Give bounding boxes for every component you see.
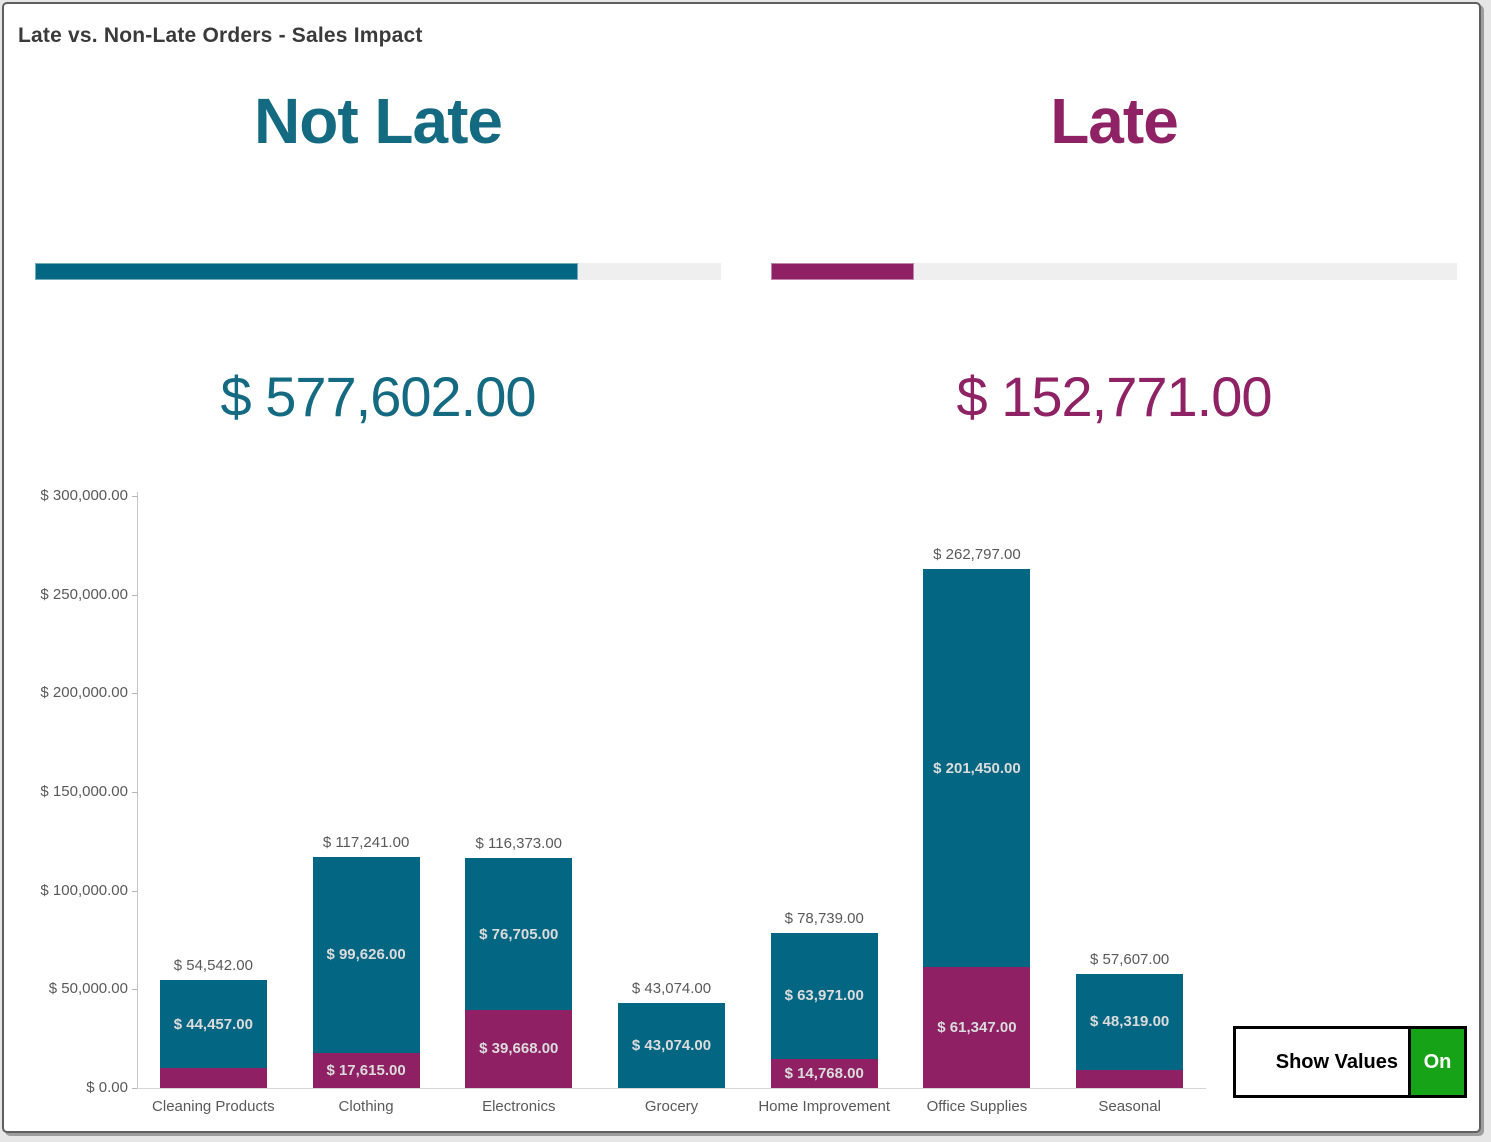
x-axis-category-label: Cleaning Products [152,1098,275,1115]
y-axis-tick-label: $ 50,000.00 [48,980,128,998]
bar-segment-not-late[interactable]: $ 63,971.00 [770,932,878,1059]
y-axis-tick-label: $ 100,000.00 [40,881,128,899]
kpi-section-late: Late $ 152,771.00 [771,64,1457,464]
bar-segment-value-label: $ 14,768.00 [784,1064,864,1082]
y-axis-tick-mark [132,496,137,497]
kpi-value-late: $ 152,771.00 [956,365,1273,428]
y-axis-tick-label: $ 250,000.00 [40,585,128,603]
bar-segment-value-label: $ 39,668.00 [479,1040,559,1058]
y-axis-tick-mark [132,792,137,793]
x-axis-category-label: Office Supplies [926,1098,1028,1115]
y-axis-tick-mark [132,1088,137,1089]
y-axis-tick-mark [132,594,137,596]
kpi-value-not-late: $ 577,602.00 [220,365,537,428]
bar-segment-late[interactable] [1076,1069,1184,1088]
bar-segment-value-label: $ 201,450.00 [933,759,1021,777]
kpi-section-not-late: Not Late $ 577,602.00 [35,64,721,464]
bar-segment-value-label: $ 99,626.00 [326,946,406,964]
x-axis-category-label: Electronics [482,1098,556,1115]
x-axis-category-label: Grocery [644,1098,699,1115]
bar-segment-late[interactable]: $ 39,668.00 [465,1009,573,1088]
bar-total-label: $ 43,074.00 [631,980,712,997]
x-axis-category-label: Seasonal [1098,1098,1161,1115]
bar-segment-not-late[interactable]: $ 201,450.00 [923,569,1031,967]
bar-segment-late[interactable] [159,1068,267,1088]
bar-segment-value-label: $ 17,615.00 [326,1062,406,1080]
bar-total-label: $ 262,797.00 [933,546,1021,564]
bar-segment-late[interactable]: $ 14,768.00 [770,1058,878,1088]
bar-total-label: $ 116,373.00 [475,835,563,853]
y-axis-line [137,492,138,1088]
bar-total-label: $ 57,607.00 [1090,951,1170,969]
x-axis-line [137,1088,1206,1089]
progress-track-late [771,263,1457,280]
y-axis-tick-label: $ 150,000.00 [40,783,128,800]
y-axis-tick-mark [132,693,137,695]
bar-segment-value-label: $ 44,457.00 [173,1015,253,1033]
kpi-heading-late: Late [1050,85,1179,157]
bar-segment-value-label: $ 76,705.00 [479,925,559,943]
bar-segment-not-late[interactable]: $ 48,319.00 [1076,974,1184,1070]
bar-total-label: $ 78,739.00 [784,909,864,927]
progress-fill-not-late [35,263,578,280]
bar-segment-value-label: $ 48,319.00 [1090,1013,1170,1031]
y-axis-tick-mark [132,989,137,991]
bar-total-label: $ 54,542.00 [173,957,253,975]
bar-segment-value-label: $ 63,971.00 [784,987,864,1005]
kpi-heading-not-late: Not Late [254,85,503,157]
bar-segment-not-late[interactable]: $ 44,457.00 [159,980,267,1069]
page-title: Late vs. Non-Late Orders - Sales Impact [18,24,423,47]
bar-segment-late[interactable]: $ 61,347.00 [923,966,1031,1088]
show-values-label: Show Values [1275,1050,1398,1073]
y-axis-tick-label: $ 0.00 [86,1079,128,1096]
bar-total-label: $ 117,241.00 [322,833,410,851]
x-axis-category-label: Home Improvement [758,1098,891,1115]
bar-segment-not-late[interactable]: $ 76,705.00 [465,858,573,1010]
show-values-button[interactable]: Show Values On [1233,1026,1467,1098]
bar-segment-not-late[interactable]: $ 43,074.00 [618,1003,725,1088]
bar-segment-not-late[interactable]: $ 99,626.00 [312,856,420,1054]
y-axis-tick-label: $ 300,000.00 [40,487,128,504]
bar-segment-late[interactable]: $ 17,615.00 [312,1053,420,1088]
y-axis-tick-mark [132,890,137,892]
progress-track-not-late [35,263,721,280]
y-axis-tick-label: $ 200,000.00 [40,684,128,702]
bar-segment-value-label: $ 61,347.00 [937,1018,1017,1036]
x-axis-category-label: Clothing [338,1098,394,1115]
toggle-state-on-badge: On [1408,1029,1464,1095]
bar-segment-value-label: $ 43,074.00 [631,1036,712,1054]
progress-fill-late [771,263,915,280]
